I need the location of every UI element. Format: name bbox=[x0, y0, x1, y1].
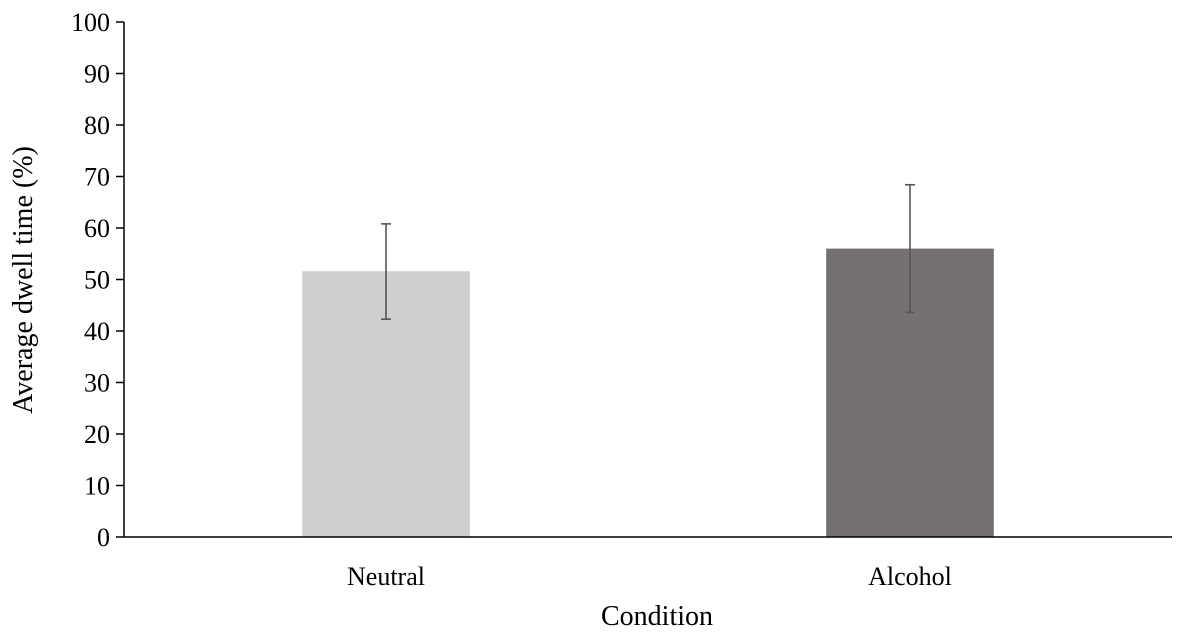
bars bbox=[302, 248, 994, 537]
y-ticks: 0 10 20 30 40 50 60 70 80 90 100 bbox=[71, 8, 124, 552]
y-tick-label: 70 bbox=[84, 163, 110, 192]
y-axis-title: Average dwell time (%) bbox=[8, 146, 39, 414]
y-tick-label: 90 bbox=[84, 60, 110, 89]
y-tick-label: 30 bbox=[84, 369, 110, 398]
y-tick-label: 50 bbox=[84, 266, 110, 295]
y-tick-label: 40 bbox=[84, 317, 110, 346]
y-axis: 0 10 20 30 40 50 60 70 80 90 100 bbox=[71, 8, 125, 552]
y-tick-label: 60 bbox=[84, 214, 110, 243]
error-bars bbox=[381, 183, 915, 320]
y-tick-label: 0 bbox=[97, 523, 110, 552]
x-labels: Neutral Alcohol bbox=[347, 562, 952, 591]
x-tick-label: Neutral bbox=[347, 562, 425, 591]
y-tick-label: 100 bbox=[71, 8, 110, 37]
x-axis: Neutral Alcohol bbox=[124, 536, 1172, 591]
x-tick-label: Alcohol bbox=[868, 562, 952, 591]
y-tick-label: 10 bbox=[84, 472, 110, 501]
x-axis-title: Condition bbox=[601, 601, 713, 632]
y-tick-label: 20 bbox=[84, 420, 110, 449]
y-tick-label: 80 bbox=[84, 111, 110, 140]
